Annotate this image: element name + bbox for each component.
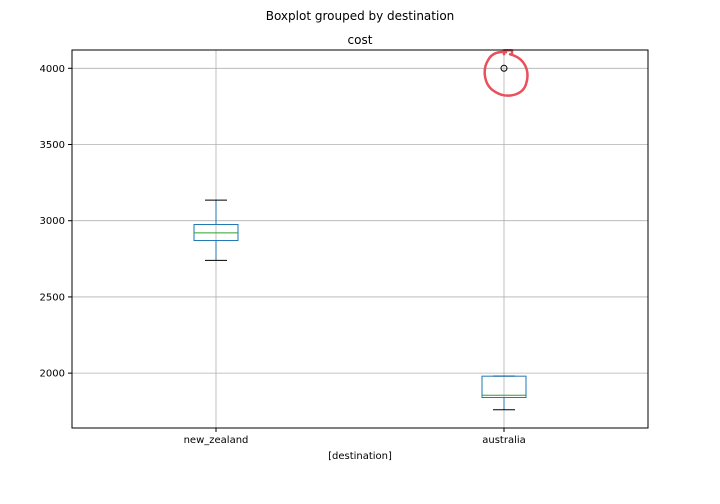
box-new_zealand <box>193 199 239 261</box>
y-tick-label: 3000 <box>40 216 65 227</box>
annotation-tail <box>502 49 514 56</box>
y-tick-label: 4000 <box>40 64 65 75</box>
box-australia <box>481 64 527 411</box>
x-axis-label: [destination] <box>328 451 392 462</box>
chart-suptitle: Boxplot grouped by destination <box>266 9 455 23</box>
grid-lines <box>72 50 648 428</box>
outlier-point <box>500 64 508 72</box>
box-plots <box>193 64 527 411</box>
x-tick-label: new_zealand <box>184 435 249 446</box>
plot-frame <box>71 49 649 429</box>
y-axis-ticks: 2000 2500 3000 3500 4000 <box>40 64 72 380</box>
annotation-circle <box>483 50 529 97</box>
x-tick-label: australia <box>482 435 526 446</box>
iqr-box <box>481 375 527 399</box>
x-axis-ticks: new_zealand australia <box>184 428 526 446</box>
y-tick-label: 2500 <box>40 292 65 303</box>
y-tick-label: 3500 <box>40 140 65 151</box>
chart-title: cost <box>348 33 373 47</box>
annotation-layer <box>483 49 529 97</box>
y-tick-label: 2000 <box>40 369 65 380</box>
